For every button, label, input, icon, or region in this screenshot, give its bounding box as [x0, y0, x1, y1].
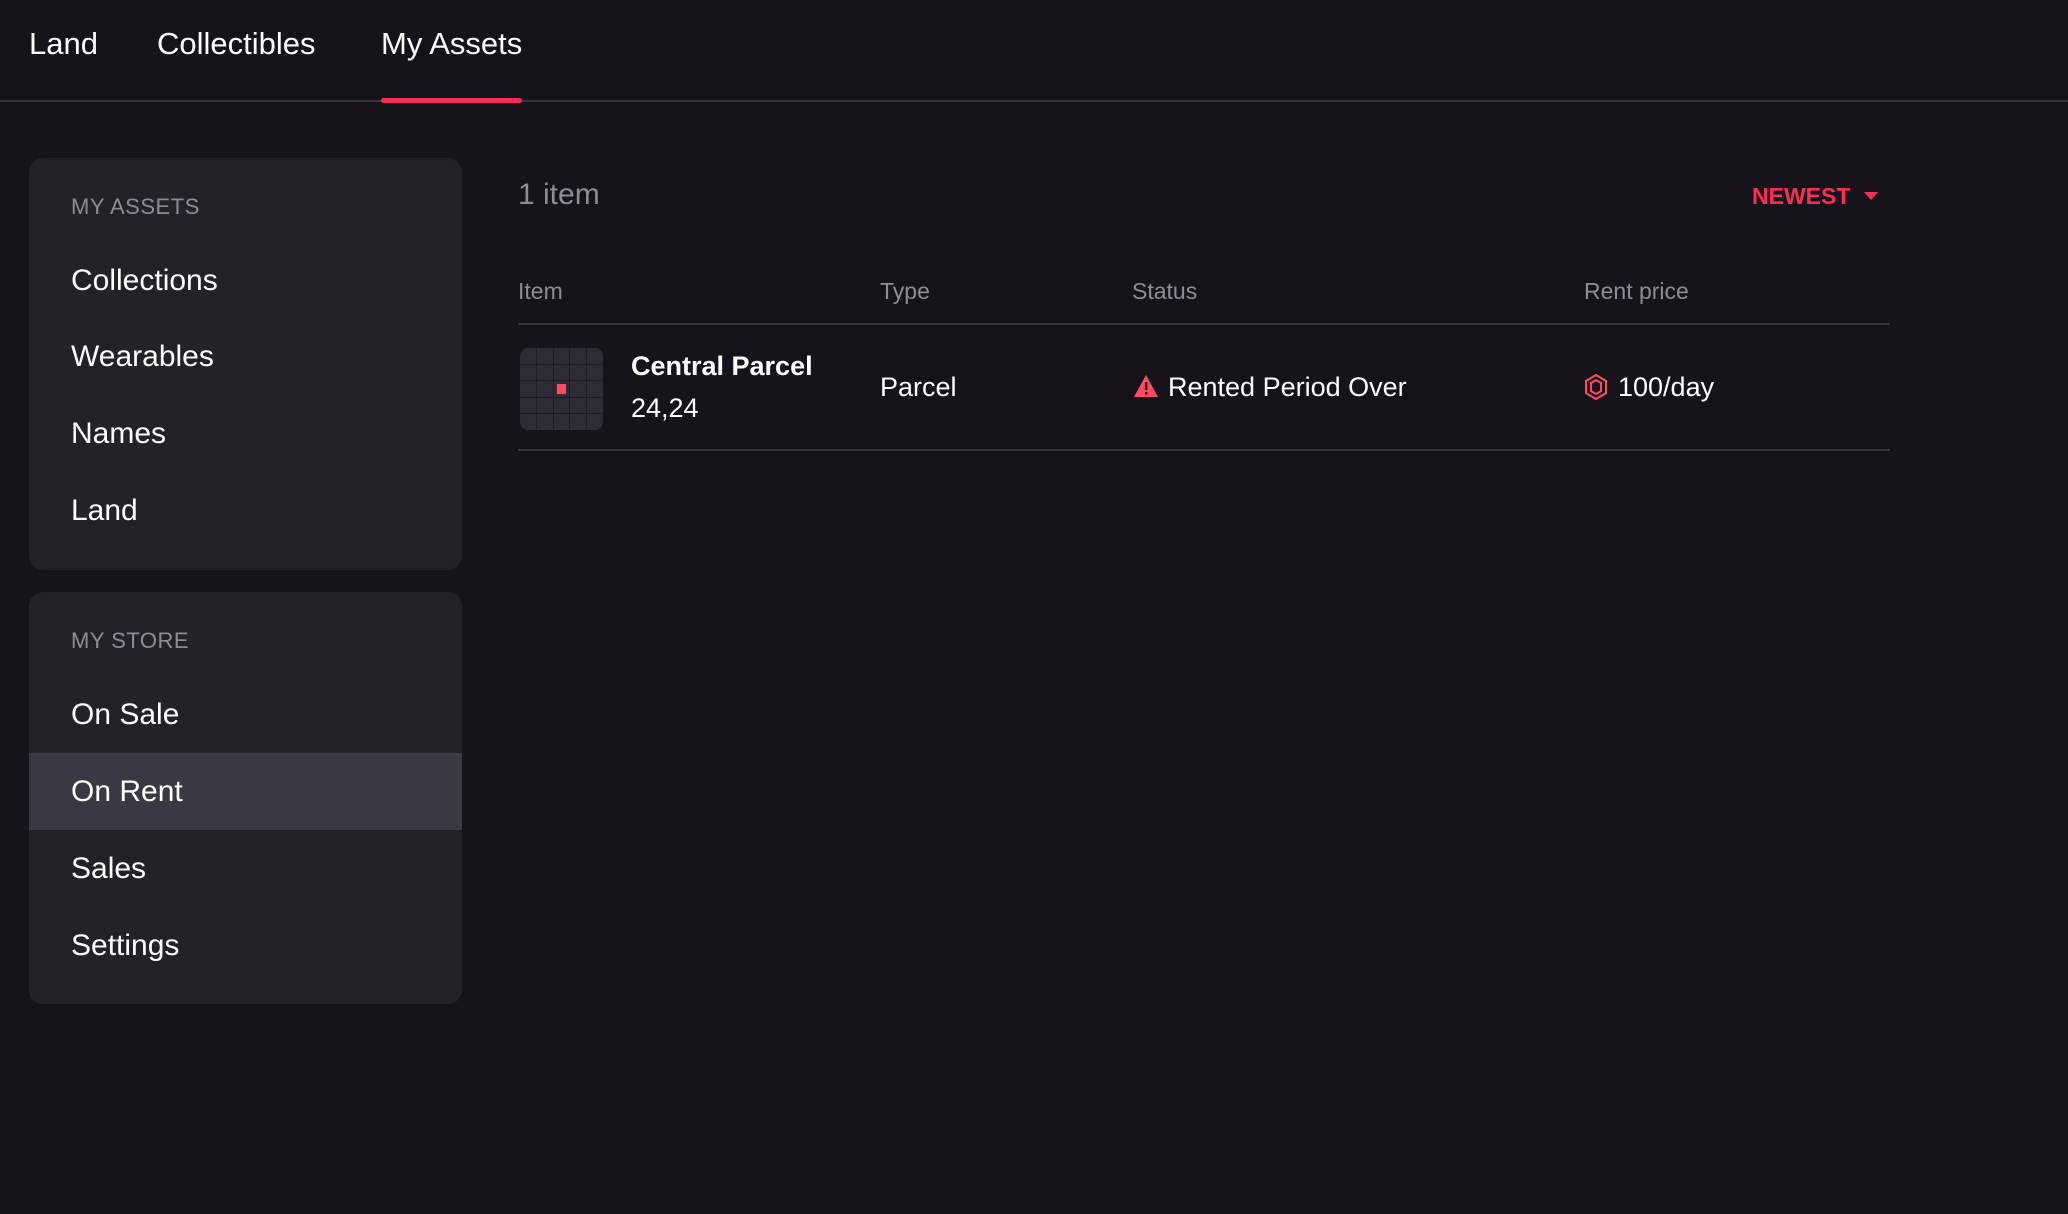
sidebar-item-wearables[interactable]: Wearables: [71, 340, 214, 373]
parcel-thumbnail: [520, 348, 603, 430]
sidebar-item-names[interactable]: Names: [71, 417, 167, 450]
column-header-item[interactable]: Item: [518, 278, 563, 304]
top-nav: Land Collectibles My Assets: [0, 0, 2068, 103]
sidebar-item-land[interactable]: Land: [71, 494, 138, 527]
tab-land[interactable]: Land: [29, 26, 98, 61]
divider: [518, 323, 1890, 325]
sidebar-item-collections[interactable]: Collections: [71, 264, 218, 297]
caret-down-icon: [1864, 192, 1879, 207]
item-rent-price: 100/day: [1618, 372, 1715, 402]
column-header-rent-price[interactable]: Rent price: [1584, 278, 1689, 304]
section-title: MY ASSETS: [71, 194, 200, 219]
sort-label: NEWEST: [1752, 183, 1851, 209]
my-assets-menu: MY ASSETS Collections Wearables Names La…: [29, 158, 462, 570]
column-header-status[interactable]: Status: [1132, 278, 1198, 304]
tab-my-assets[interactable]: My Assets: [381, 26, 523, 103]
sidebar-item-sales[interactable]: Sales: [71, 852, 147, 885]
sidebar-item-settings[interactable]: Settings: [71, 929, 180, 962]
mana-icon: [1585, 374, 1607, 400]
sidebar-item-on-rent[interactable]: On Rent: [29, 753, 462, 830]
column-header-type[interactable]: Type: [880, 278, 930, 304]
my-store-menu: MY STORE On Sale On Rent Sales Settings: [29, 592, 462, 1004]
warning-icon: [1134, 375, 1158, 397]
sidebar-item-on-sale[interactable]: On Sale: [71, 698, 180, 731]
item-name: Central Parcel: [631, 351, 813, 381]
tab-collectibles[interactable]: Collectibles: [157, 26, 316, 61]
section-title: MY STORE: [71, 628, 190, 653]
divider: [518, 449, 1890, 451]
item-count: 1 item: [518, 178, 600, 211]
sort-dropdown[interactable]: NEWEST: [1752, 183, 1879, 210]
item-type: Parcel: [880, 372, 957, 402]
item-coords: 24,24: [631, 393, 699, 423]
item-status: Rented Period Over: [1168, 372, 1407, 402]
